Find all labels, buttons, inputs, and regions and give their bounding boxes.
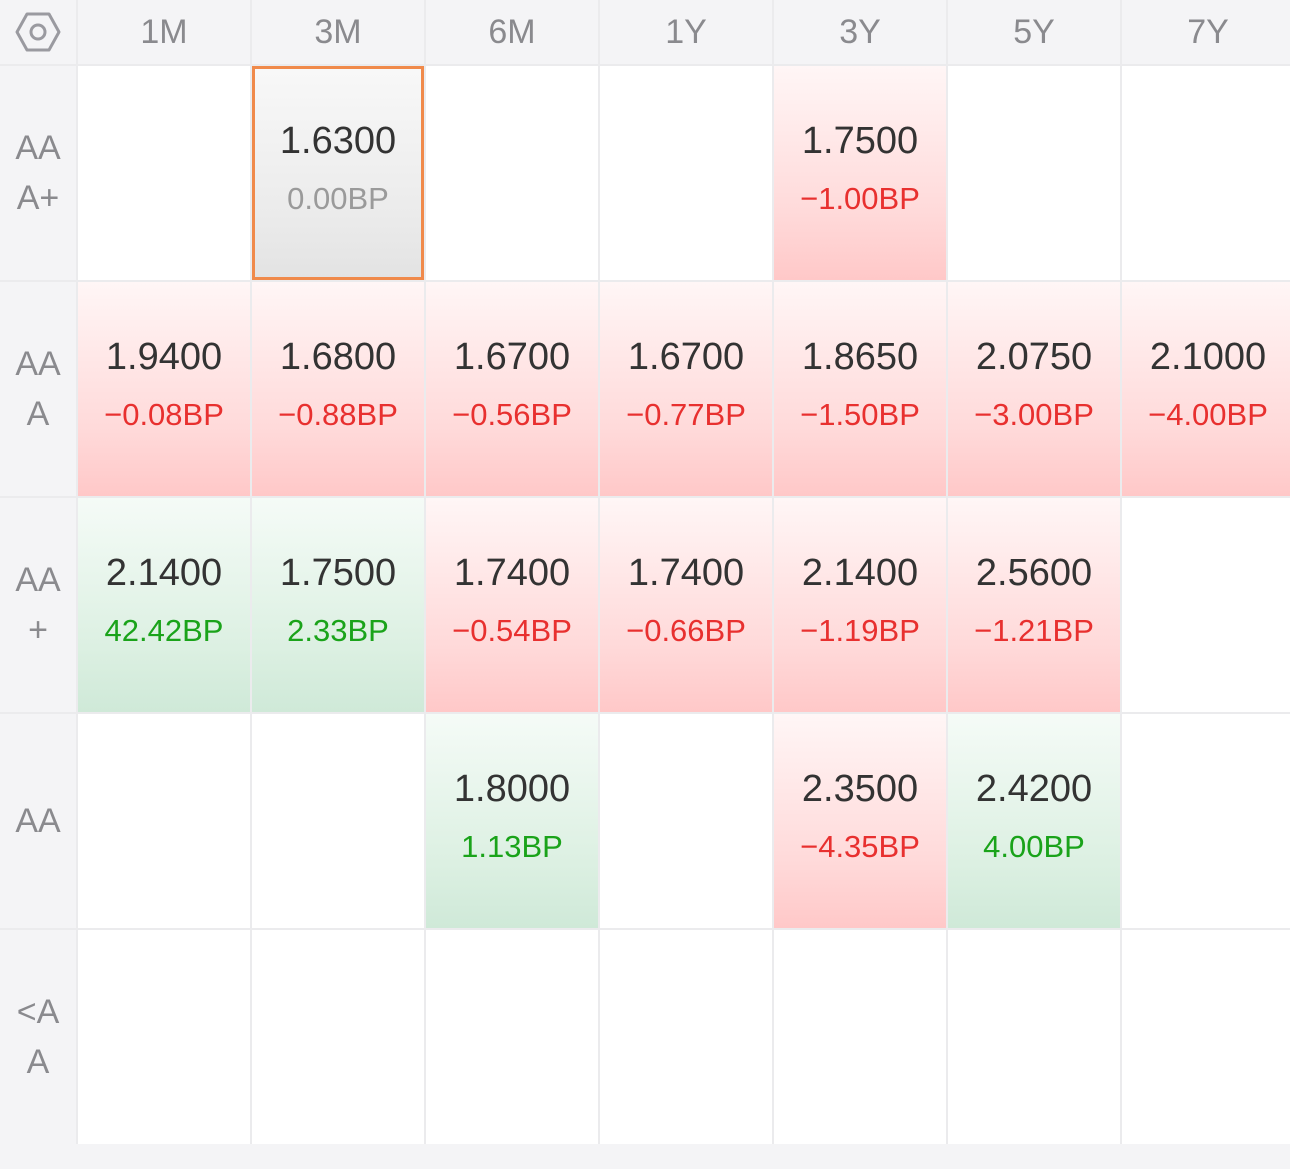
rating-header[interactable]: AA + [0, 498, 76, 712]
rate-change: −0.56BP [452, 397, 572, 432]
rate-cell[interactable] [774, 930, 946, 1144]
tenor-header-3m[interactable]: 3M [252, 0, 424, 64]
rate-cell[interactable] [948, 930, 1120, 1144]
tenor-header-5y[interactable]: 5Y [948, 0, 1120, 64]
rate-value: 1.6700 [627, 336, 745, 378]
rate-cell[interactable] [426, 930, 598, 1144]
rate-cell[interactable]: 2.1000 −4.00BP [1122, 282, 1290, 496]
tenor-header-1m[interactable]: 1M [78, 0, 250, 64]
rate-change: 1.13BP [461, 829, 563, 864]
rating-header[interactable]: AA A+ [0, 66, 76, 280]
rate-cell[interactable]: 1.7400 −0.54BP [426, 498, 598, 712]
tenor-header-6m[interactable]: 6M [426, 0, 598, 64]
rate-value: 1.7500 [801, 120, 919, 162]
rate-value: 1.7400 [627, 552, 745, 594]
rate-change: 4.00BP [983, 829, 1085, 864]
rate-change: −1.00BP [800, 181, 920, 216]
rate-cell[interactable] [600, 66, 772, 280]
rate-change: 0.00BP [287, 181, 389, 216]
rate-value: 1.7400 [453, 552, 571, 594]
rate-cell[interactable]: 2.1400 −1.19BP [774, 498, 946, 712]
rate-value: 2.3500 [801, 768, 919, 810]
rate-change: 2.33BP [287, 613, 389, 648]
rate-change: −0.54BP [452, 613, 572, 648]
rate-change: −1.21BP [974, 613, 1094, 648]
rate-value: 1.6300 [279, 120, 397, 162]
tenor-header-1y[interactable]: 1Y [600, 0, 772, 64]
rate-cell[interactable]: 1.7500 −1.00BP [774, 66, 946, 280]
rate-cell[interactable]: 1.6700 −0.56BP [426, 282, 598, 496]
rate-value: 2.1400 [801, 552, 919, 594]
rate-change: −4.35BP [800, 829, 920, 864]
rate-value: 2.4200 [975, 768, 1093, 810]
rate-value: 1.6700 [453, 336, 571, 378]
rate-value: 1.7500 [279, 552, 397, 594]
rate-cell[interactable] [948, 66, 1120, 280]
rate-cell[interactable]: 1.7400 −0.66BP [600, 498, 772, 712]
rate-change: −3.00BP [974, 397, 1094, 432]
rate-cell[interactable]: 1.8000 1.13BP [426, 714, 598, 928]
settings-button[interactable] [0, 0, 76, 64]
rate-cell[interactable]: 1.9400 −0.08BP [78, 282, 250, 496]
rate-cell[interactable] [1122, 930, 1290, 1144]
rate-cell[interactable] [252, 930, 424, 1144]
hexagon-settings-icon [15, 12, 61, 52]
rate-cell[interactable] [600, 930, 772, 1144]
rate-cell[interactable] [1122, 714, 1290, 928]
rate-cell[interactable] [78, 66, 250, 280]
rating-header[interactable]: <A A [0, 930, 76, 1144]
rate-cell[interactable] [252, 714, 424, 928]
rate-change: −0.08BP [104, 397, 224, 432]
rate-change: −4.00BP [1148, 397, 1268, 432]
rate-value: 1.9400 [105, 336, 223, 378]
rating-header[interactable]: AA [0, 714, 76, 928]
rate-cell[interactable]: 2.0750 −3.00BP [948, 282, 1120, 496]
rate-change: −1.50BP [800, 397, 920, 432]
rate-value: 2.0750 [975, 336, 1093, 378]
rate-cell[interactable]: 1.6700 −0.77BP [600, 282, 772, 496]
rate-value: 1.8650 [801, 336, 919, 378]
rating-header[interactable]: AA A [0, 282, 76, 496]
rate-cell[interactable] [426, 66, 598, 280]
rate-change: 42.42BP [104, 613, 224, 648]
rate-cell[interactable]: 2.3500 −4.35BP [774, 714, 946, 928]
rate-value: 2.5600 [975, 552, 1093, 594]
rate-cell[interactable] [1122, 66, 1290, 280]
rate-change: −1.19BP [800, 613, 920, 648]
rate-cell[interactable]: 1.8650 −1.50BP [774, 282, 946, 496]
rate-change: −0.77BP [626, 397, 746, 432]
rate-cell[interactable]: 1.6300 0.00BP [252, 66, 424, 280]
rate-cell[interactable]: 2.1400 42.42BP [78, 498, 250, 712]
rate-cell[interactable]: 1.7500 2.33BP [252, 498, 424, 712]
rate-cell[interactable] [1122, 498, 1290, 712]
rate-change: −0.88BP [278, 397, 398, 432]
rate-value: 2.1400 [105, 552, 223, 594]
rate-value: 1.8000 [453, 768, 571, 810]
rate-cell[interactable]: 2.5600 −1.21BP [948, 498, 1120, 712]
tenor-header-7y[interactable]: 7Y [1122, 0, 1290, 64]
rate-cell[interactable] [600, 714, 772, 928]
rate-value: 2.1000 [1149, 336, 1267, 378]
yield-matrix: 1M 3M 6M 1Y 3Y 5Y 7Y AA A+ 1.6300 0.00BP 1.… [0, 0, 1290, 1144]
rate-cell[interactable] [78, 930, 250, 1144]
rate-cell[interactable] [78, 714, 250, 928]
rate-cell[interactable]: 1.6800 −0.88BP [252, 282, 424, 496]
rate-change: −0.66BP [626, 613, 746, 648]
rate-cell[interactable]: 2.4200 4.00BP [948, 714, 1120, 928]
tenor-header-3y[interactable]: 3Y [774, 0, 946, 64]
rate-value: 1.6800 [279, 336, 397, 378]
